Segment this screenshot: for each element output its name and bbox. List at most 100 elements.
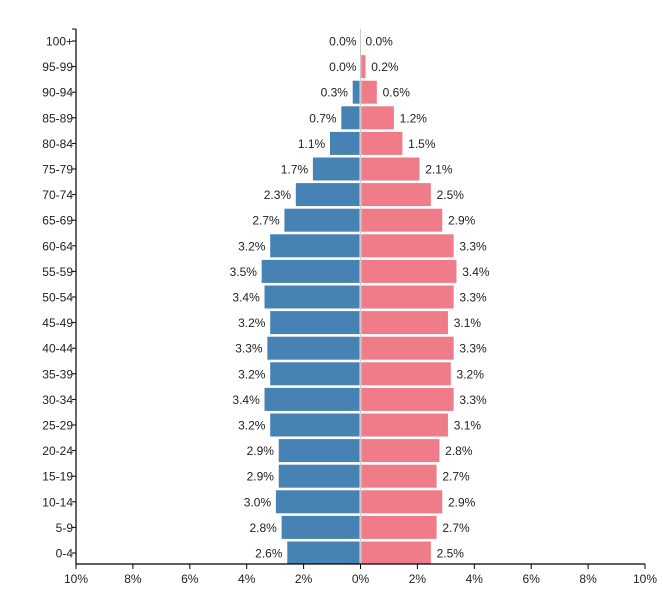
value-label-right: 3.1% [454, 316, 482, 330]
value-label-right: 2.8% [445, 444, 473, 458]
bar-left-55-59 [260, 258, 362, 285]
bar-right-70-74 [359, 181, 433, 208]
bar-right-10-14 [359, 488, 444, 515]
axes-layer: 10% 8% 6% 4% 2% 0% 2% 4% 6% 8% 10% [64, 28, 657, 586]
bar-right-90-94 [359, 79, 379, 106]
value-label-right: 3.3% [459, 239, 487, 253]
bar-left-45-49 [268, 309, 362, 336]
value-label-right: 2.9% [448, 214, 476, 228]
x-tick-label: 2% [409, 572, 427, 586]
labels-layer: 0.0% 0.0% 100+ 0.0% 0.2% 95-99 0.3% 0.6% 90-94 0.… [42, 35, 490, 561]
x-tick-label: 8% [124, 572, 142, 586]
x-tick-label: 0% [352, 572, 370, 586]
value-label-left: 3.2% [238, 239, 266, 253]
age-group-label: 65-69 [42, 214, 73, 228]
value-label-right: 2.5% [437, 547, 465, 561]
age-group-label: 45-49 [42, 316, 73, 330]
bar-left-20-24 [277, 437, 362, 464]
bar-left-90-94 [351, 79, 362, 106]
bar-right-5-9 [359, 514, 439, 541]
value-label-right: 2.9% [448, 495, 476, 509]
value-label-right: 0.2% [371, 60, 399, 74]
value-label-right: 2.7% [442, 470, 470, 484]
x-tick-label: 2% [295, 572, 313, 586]
bar-left-30-34 [263, 386, 362, 413]
value-label-right: 3.1% [454, 419, 482, 433]
bar-right-75-79 [359, 156, 421, 182]
bar-right-80-84 [359, 130, 404, 157]
value-label-left: 2.9% [247, 470, 275, 484]
value-label-right: 1.2% [400, 111, 428, 125]
bar-right-15-19 [359, 463, 439, 490]
age-group-label: 95-99 [42, 60, 73, 74]
bar-left-15-19 [277, 463, 362, 490]
value-label-right: 2.1% [425, 163, 453, 177]
x-tick-label: 8% [579, 572, 597, 586]
value-label-right: 0.6% [383, 86, 411, 100]
value-label-left: 3.5% [230, 265, 258, 279]
value-label-left: 0.7% [309, 111, 337, 125]
value-label-right: 3.4% [462, 265, 490, 279]
bar-right-45-49 [359, 309, 450, 336]
value-label-left: 0.0% [329, 35, 357, 49]
value-label-left: 0.0% [329, 60, 357, 74]
age-group-label: 100+ [46, 35, 73, 49]
age-group-label: 80-84 [42, 137, 73, 151]
bar-right-25-29 [359, 412, 450, 438]
value-label-left: 2.8% [249, 521, 277, 535]
value-label-left: 3.0% [244, 495, 272, 509]
bar-right-50-54 [359, 284, 456, 310]
value-label-left: 2.6% [255, 547, 283, 561]
age-group-label: 90-94 [42, 86, 73, 100]
age-group-label: 40-44 [42, 342, 73, 356]
value-label-right: 3.3% [459, 291, 487, 305]
x-tick-label: 6% [523, 572, 541, 586]
bar-right-85-89 [359, 104, 396, 131]
age-group-label: 20-24 [42, 444, 73, 458]
x-tick-label: 10% [633, 572, 657, 586]
bar-left-5-9 [280, 514, 362, 541]
age-group-label: 60-64 [42, 239, 73, 253]
value-label-left: 3.2% [238, 367, 266, 381]
bar-right-55-59 [359, 258, 458, 285]
bar-left-50-54 [263, 284, 362, 310]
bar-right-60-64 [359, 232, 456, 259]
value-label-left: 2.3% [264, 188, 292, 202]
bar-right-20-24 [359, 437, 441, 464]
x-tick-label: 4% [466, 572, 484, 586]
value-label-right: 0.0% [366, 35, 394, 49]
bar-right-35-39 [359, 360, 453, 387]
bar-right-0-4 [359, 540, 433, 566]
value-label-left: 2.9% [247, 444, 275, 458]
value-label-left: 0.3% [321, 86, 349, 100]
bar-left-70-74 [294, 181, 362, 208]
bar-right-95-99 [359, 53, 367, 80]
age-group-label: 50-54 [42, 291, 73, 305]
value-label-right: 2.5% [437, 188, 465, 202]
bar-left-75-79 [311, 156, 362, 182]
value-label-left: 3.4% [232, 393, 260, 407]
x-tick-label: 10% [64, 572, 88, 586]
value-label-right: 3.2% [457, 367, 485, 381]
value-label-left: 3.4% [232, 291, 260, 305]
x-tick-label: 4% [238, 572, 256, 586]
bar-left-10-14 [274, 488, 362, 515]
bar-left-80-84 [328, 130, 362, 157]
x-tick-label: 6% [181, 572, 199, 586]
value-label-left: 3.2% [238, 419, 266, 433]
value-label-right: 2.7% [442, 521, 470, 535]
bars-layer [260, 29, 458, 566]
age-group-label: 55-59 [42, 265, 73, 279]
value-label-left: 1.7% [281, 163, 309, 177]
value-label-right: 3.3% [459, 342, 487, 356]
age-group-label: 85-89 [42, 111, 73, 125]
value-label-right: 3.3% [459, 393, 487, 407]
value-label-left: 2.7% [252, 214, 280, 228]
age-group-label: 75-79 [42, 163, 73, 177]
bar-left-60-64 [268, 232, 362, 259]
bar-left-40-44 [265, 335, 362, 362]
age-group-label: 15-19 [42, 470, 73, 484]
bar-left-0-4 [285, 540, 362, 566]
bar-right-65-69 [359, 207, 444, 234]
